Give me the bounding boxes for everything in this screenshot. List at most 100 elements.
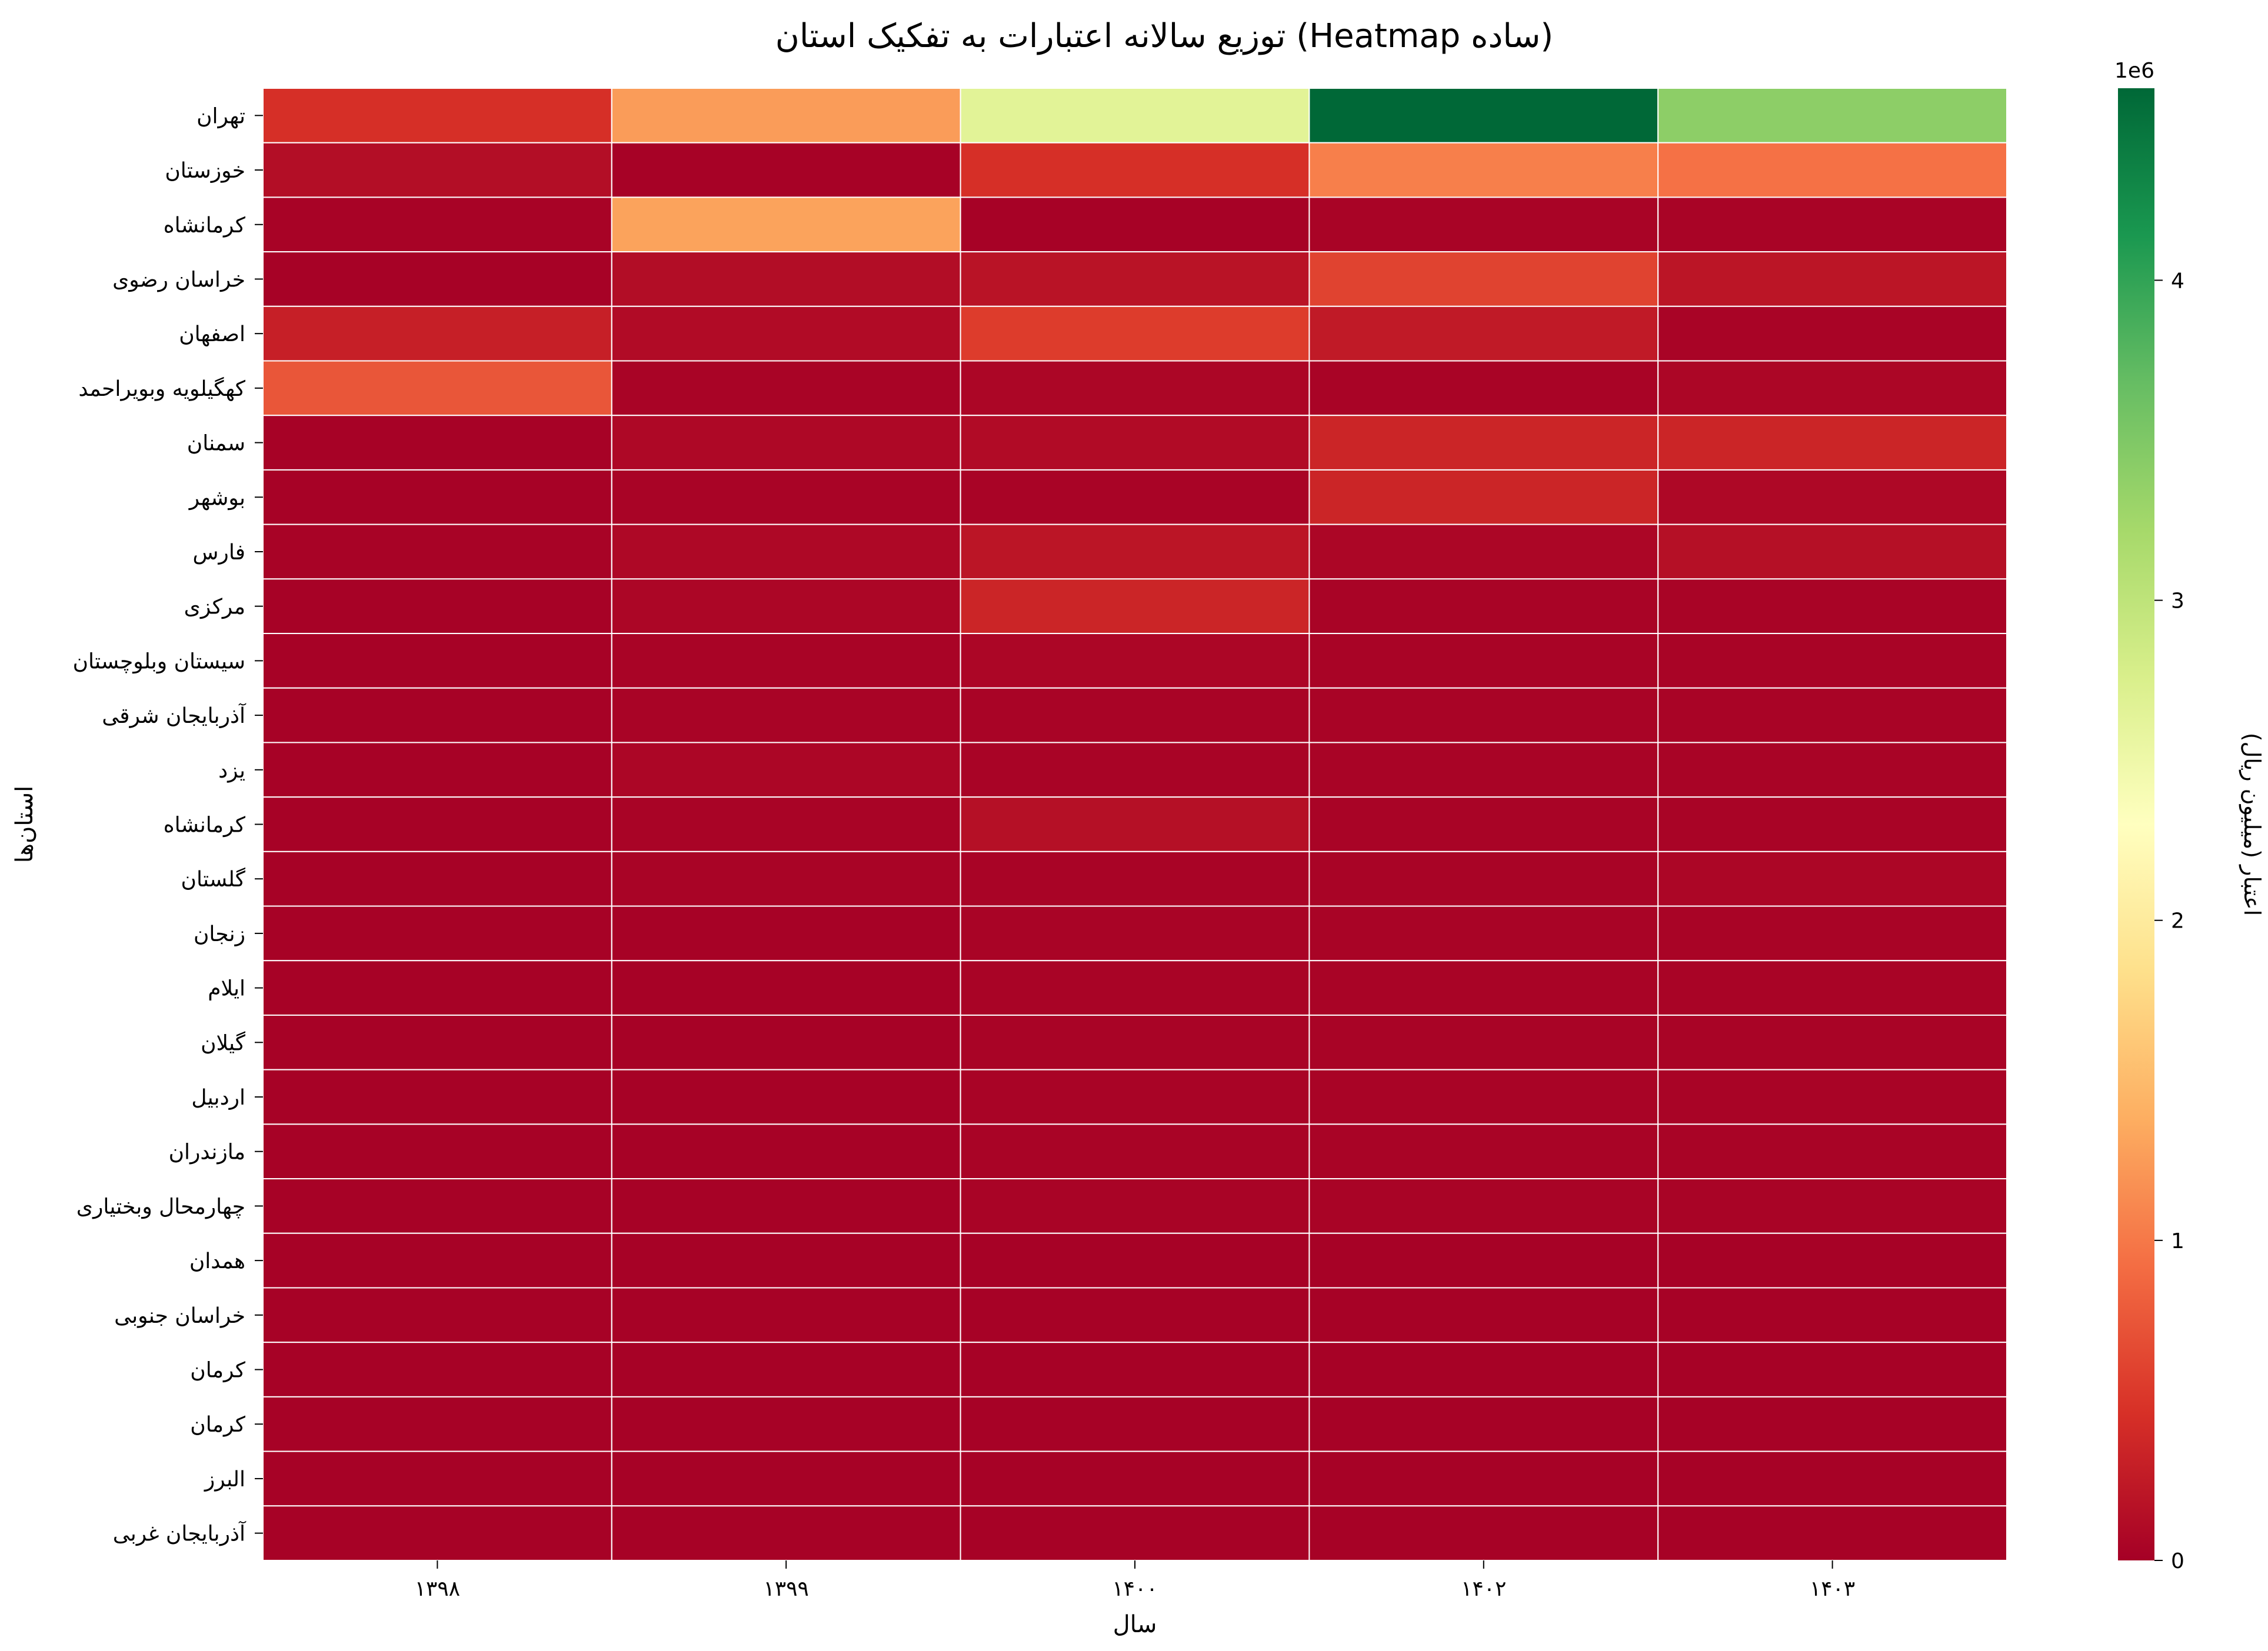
heatmap-cell	[1657, 1178, 2007, 1234]
heatmap-cell	[1657, 1014, 2007, 1070]
heatmap-cell	[960, 1396, 1310, 1452]
x-tick-label: ۱۳۹۹	[764, 1577, 809, 1601]
heatmap-cell	[1657, 1450, 2007, 1507]
heatmap-cell	[1657, 1069, 2007, 1125]
heatmap-cell	[611, 633, 961, 689]
colorbar-tick-label: 4	[2171, 269, 2184, 293]
y-tick-label: یزد	[218, 759, 245, 783]
heatmap-cell	[262, 796, 612, 852]
heatmap-cell	[1308, 88, 1659, 144]
y-tick-label: زنجان	[194, 922, 245, 946]
heatmap-cell	[960, 251, 1310, 307]
heatmap-cell	[1308, 850, 1659, 907]
heatmap-cell	[611, 1178, 961, 1234]
heatmap-cell	[1657, 960, 2007, 1016]
y-tick-label: کرمان	[190, 1413, 246, 1437]
heatmap-cell	[1308, 742, 1659, 798]
y-tick-label: گلستان	[181, 867, 246, 892]
y-tick-label: خوزستان	[165, 159, 245, 183]
y-tick-label: ایلام	[208, 977, 245, 1001]
y-tick-label: کرمانشاه	[164, 813, 246, 838]
heatmap-cell	[262, 88, 612, 144]
heatmap-cell	[262, 850, 612, 907]
heatmap-cell	[1657, 360, 2007, 416]
heatmap-cell	[611, 796, 961, 852]
heatmap-cell	[262, 196, 612, 253]
heatmap-cell	[960, 1342, 1310, 1397]
heatmap-cell	[960, 142, 1310, 198]
heatmap-cell	[262, 1123, 612, 1180]
x-tick-label: ۱۴۰۲	[1461, 1577, 1506, 1601]
heatmap-cell	[1308, 469, 1659, 525]
y-tick-label: آذربایجان غربی	[113, 1520, 247, 1546]
heatmap-cell	[960, 687, 1310, 743]
y-tick-label: آذربایجان شرقی	[102, 702, 247, 728]
heatmap-cell	[262, 415, 612, 471]
heatmap-cell	[960, 905, 1310, 962]
heatmap-cell	[960, 578, 1310, 635]
heatmap-cell	[1308, 1342, 1659, 1397]
heatmap-cell	[1657, 850, 2007, 907]
heatmap-cell	[1308, 1396, 1659, 1452]
heatmap-cell	[960, 796, 1310, 852]
heatmap-cell	[1657, 1396, 2007, 1452]
heatmap-cell	[262, 1178, 612, 1234]
heatmap-cell	[1308, 196, 1659, 253]
heatmap-cell	[611, 1505, 961, 1562]
heatmap-cell	[1308, 251, 1659, 307]
heatmap-cell	[960, 1069, 1310, 1125]
y-tick-label: گیلان	[201, 1030, 246, 1055]
heatmap-cell	[262, 905, 612, 962]
heatmap-cell	[960, 305, 1310, 362]
heatmap-cell	[1308, 1014, 1659, 1070]
heatmap-cell	[1308, 1178, 1659, 1234]
heatmap-cell	[960, 1178, 1310, 1234]
heatmap-cell	[960, 196, 1310, 253]
heatmap-cell	[1308, 360, 1659, 416]
heatmap-cell	[960, 1232, 1310, 1289]
heatmap-cell	[1657, 469, 2007, 525]
heatmap-cell	[960, 850, 1310, 907]
heatmap-cell	[960, 1287, 1310, 1343]
heatmap-cell	[611, 905, 961, 962]
heatmap-cell	[960, 1014, 1310, 1070]
heatmap-cell	[960, 415, 1310, 471]
heatmap-cell	[611, 469, 961, 525]
x-axis-label: سال	[1113, 1611, 1157, 1638]
y-axis-label: استان‌ها	[11, 786, 38, 863]
heatmap-cell	[1657, 905, 2007, 962]
y-tick-label: همدان	[189, 1249, 245, 1273]
y-tick-label: سمنان	[187, 432, 245, 456]
heatmap-cell	[1308, 1287, 1659, 1343]
heatmap-cell	[262, 523, 612, 580]
heatmap-cell	[611, 196, 961, 253]
heatmap-cell	[1657, 1123, 2007, 1180]
colorbar-offset-label: 1e6	[2114, 59, 2154, 83]
heatmap-cell	[262, 1450, 612, 1507]
heatmap-cell	[262, 142, 612, 198]
y-tick-label: خراسان رضوی	[112, 268, 245, 292]
y-tick-label: تهران	[197, 104, 245, 128]
heatmap-cell	[611, 251, 961, 307]
y-tick-label: کرمانشاه	[164, 214, 246, 238]
colorbar-tick-label: 3	[2171, 589, 2184, 613]
heatmap-cell	[1657, 1505, 2007, 1562]
heatmap-cell	[1657, 196, 2007, 253]
heatmap-cell	[1308, 578, 1659, 635]
heatmap-cell	[611, 578, 961, 635]
heatmap-cell	[960, 1123, 1310, 1180]
heatmap-cell	[611, 1396, 961, 1452]
heatmap-cell	[1657, 88, 2007, 144]
heatmap-cell	[960, 469, 1310, 525]
heatmap-cell	[1657, 742, 2007, 798]
heatmap-cell	[262, 469, 612, 525]
y-tick-label: اردبیل	[191, 1086, 245, 1110]
y-tick-label: سیستان وبلوچستان	[73, 649, 245, 673]
y-tick-label: چهارمحال وبختیاری	[76, 1195, 245, 1219]
heatmap-cell	[611, 415, 961, 471]
heatmap-cell	[611, 1287, 961, 1343]
heatmap-cell	[611, 360, 961, 416]
heatmap-cell	[611, 1450, 961, 1507]
